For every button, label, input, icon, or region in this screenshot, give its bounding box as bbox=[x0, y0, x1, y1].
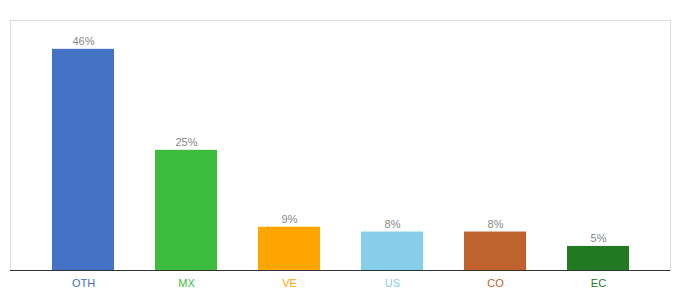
svg-text:25%: 25% bbox=[175, 136, 197, 148]
svg-text:46%: 46% bbox=[72, 35, 94, 47]
svg-text:5%: 5% bbox=[591, 232, 607, 244]
svg-text:VE: VE bbox=[282, 277, 297, 289]
svg-text:US: US bbox=[385, 277, 400, 289]
svg-text:8%: 8% bbox=[488, 218, 504, 230]
svg-text:EC: EC bbox=[591, 277, 606, 289]
svg-text:8%: 8% bbox=[385, 218, 401, 230]
svg-text:9%: 9% bbox=[282, 213, 298, 225]
svg-text:CO: CO bbox=[487, 277, 504, 289]
svg-text:MX: MX bbox=[178, 277, 195, 289]
svg-text:OTH: OTH bbox=[72, 277, 95, 289]
